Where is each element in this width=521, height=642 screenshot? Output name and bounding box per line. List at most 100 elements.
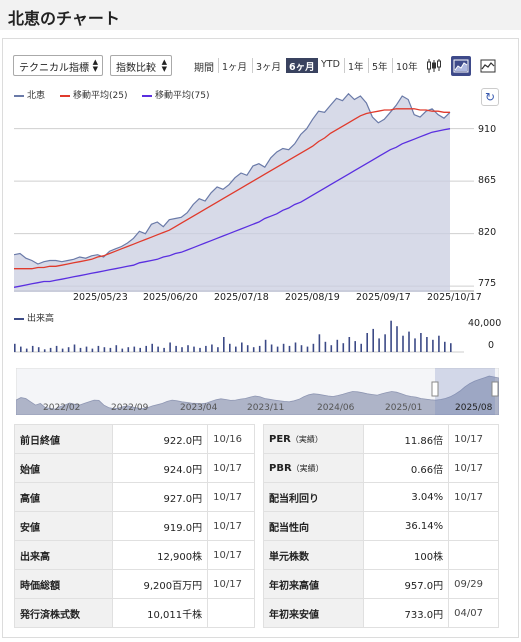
legend-price[interactable]: 北恵 — [14, 88, 45, 101]
info-value: 922.0円 — [111, 424, 209, 454]
volume-bar — [193, 346, 195, 352]
info-label: 時価総額 — [14, 569, 113, 599]
volume-bar — [282, 343, 285, 352]
line-chart-icon[interactable] — [478, 56, 498, 76]
info-value: 9,200百万円 — [111, 569, 209, 599]
volume-bar — [258, 345, 261, 352]
period-1y-button[interactable]: 1年 — [344, 58, 367, 73]
volume-bar — [342, 343, 345, 352]
volume-chart[interactable] — [14, 318, 464, 354]
volume-bar — [14, 343, 16, 352]
volume-bar — [127, 347, 130, 352]
range-navigator[interactable] — [16, 368, 499, 415]
period-1m-button[interactable]: 1ヶ月 — [218, 58, 250, 73]
volume-bar — [432, 339, 434, 352]
info-label-text: 年初来安値 — [269, 609, 319, 621]
x-tick-label: 2025/06/20 — [143, 292, 198, 303]
info-label: 年初来高値 — [263, 569, 364, 599]
period-3m-button[interactable]: 3ヶ月 — [252, 58, 284, 73]
price-info-table: 前日終値 922.0円 10/16 始値 924.0円 10/17 高値 927.0円 10/1… — [14, 424, 255, 628]
info-value: 36.14% — [362, 511, 450, 541]
volume-bar — [121, 348, 124, 352]
navigator-handle[interactable] — [491, 381, 499, 397]
info-row: PBR（実績） 0.66倍 10/17 — [263, 453, 499, 483]
period-5y-button[interactable]: 5年 — [368, 58, 391, 73]
volume-bar — [420, 333, 422, 352]
volume-bar — [55, 345, 58, 352]
volume-bar — [31, 345, 34, 352]
info-label: 発行済株式数 — [14, 598, 113, 628]
navigator-label: 2023/11 — [247, 403, 285, 413]
volume-bar — [426, 337, 428, 352]
volume-bar — [43, 349, 46, 352]
info-value: 12,900株 — [111, 540, 209, 570]
refresh-icon: ↻ — [484, 90, 496, 104]
area-chart-icon[interactable] — [451, 56, 471, 76]
info-row: 年初来安値 733.0円 04/07 — [263, 598, 499, 628]
info-date: 10/16 — [207, 424, 255, 454]
valuation-info-table: PER（実績） 11.86倍 10/17 PBR（実績） 0.66倍 10/17 配当利回り… — [263, 424, 499, 628]
volume-bar — [378, 338, 380, 352]
volume-bar — [85, 346, 88, 352]
info-label: PBR（実績） — [263, 453, 364, 483]
volume-bar — [270, 344, 273, 352]
info-label: 始値 — [14, 453, 113, 483]
volume-bar — [276, 346, 279, 352]
volume-bar — [73, 344, 76, 352]
technical-indicator-dropdown[interactable]: テクニカル指標 ▲ ▼ — [13, 55, 103, 76]
refresh-button[interactable]: ↻ — [481, 88, 499, 106]
volume-bar — [235, 346, 237, 352]
legend-ma75[interactable]: 移動平均(75) — [142, 88, 209, 101]
period-ytd-button[interactable]: YTD — [321, 59, 340, 70]
navigator-handle[interactable] — [431, 381, 439, 397]
period-6m-button[interactable]: 6ヶ月 — [286, 58, 318, 73]
info-label: 単元株数 — [263, 540, 364, 570]
volume-bar — [438, 335, 440, 352]
period-10y-button[interactable]: 10年 — [392, 58, 421, 73]
x-tick-label: 2025/05/23 — [73, 292, 128, 303]
volume-bar — [67, 347, 70, 352]
volume-bar — [312, 343, 315, 352]
volume-bar — [288, 345, 291, 352]
volume-bar — [61, 348, 64, 352]
navigator-selection[interactable] — [435, 368, 495, 415]
volume-bar — [372, 328, 374, 352]
volume-bar — [25, 348, 28, 352]
volume-bar — [414, 338, 416, 352]
info-value: 957.0円 — [362, 569, 450, 599]
info-label-text: 発行済株式数 — [20, 609, 80, 621]
info-value: 100株 — [362, 540, 450, 570]
navigator-label: 2024/06 — [317, 403, 355, 413]
info-date: 04/07 — [448, 598, 499, 628]
x-tick-label: 2025/10/17 — [427, 292, 482, 303]
index-compare-dropdown[interactable]: 指数比較 ▲ ▼ — [110, 55, 172, 76]
volume-bar — [300, 345, 303, 352]
volume-bar — [217, 347, 219, 352]
volume-bar — [103, 347, 106, 352]
info-value: 11.86倍 — [362, 424, 450, 454]
legend-ma25-label: 移動平均(25) — [73, 91, 128, 101]
price-line — [14, 92, 451, 265]
legend-ma25[interactable]: 移動平均(25) — [60, 88, 127, 101]
ma25-line — [14, 108, 450, 270]
volume-bar — [169, 342, 171, 352]
volume-bar — [115, 345, 118, 352]
info-label-text: PBR — [269, 462, 292, 474]
info-label-text: 時価総額 — [20, 580, 60, 592]
volume-bar — [133, 346, 136, 352]
volume-bar — [211, 344, 213, 352]
legend-swatch-price — [14, 94, 24, 97]
volume-bar — [348, 337, 351, 352]
page-title: 北恵のチャート — [8, 9, 120, 28]
legend-volume: 出来高 — [14, 311, 54, 324]
info-row: 単元株数 100株 — [263, 540, 499, 570]
volume-bar — [450, 343, 452, 352]
volume-bar — [330, 345, 333, 352]
info-value: 924.0円 — [111, 453, 209, 483]
price-chart[interactable] — [14, 82, 514, 292]
candlestick-icon[interactable] — [424, 56, 444, 76]
volume-bar — [396, 326, 398, 352]
info-row: 出来高 12,900株 10/17 — [14, 540, 255, 570]
volume-bar — [252, 347, 255, 352]
volume-bar — [384, 334, 386, 352]
